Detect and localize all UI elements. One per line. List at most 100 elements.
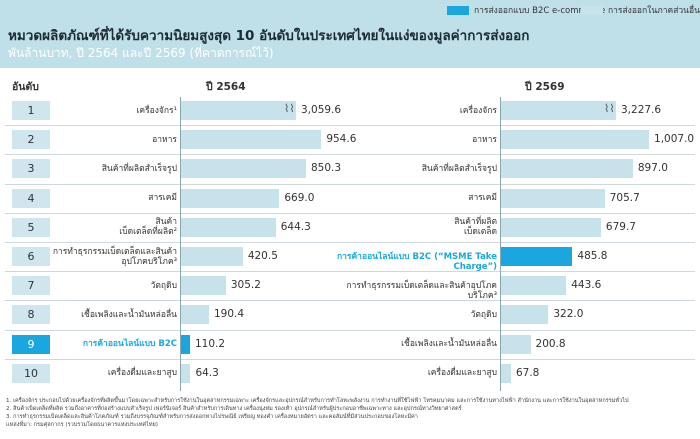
rank-badge: 6 [12,247,50,266]
bar-value-label: 443.6 [571,279,602,292]
bar-other [181,188,280,208]
bar-other [501,217,601,237]
legend-label-b2c: การส่งออกแบบ B2C e-commerce [474,6,606,16]
bar-other [181,247,243,266]
category-label: อาหาร [327,135,497,145]
row-divider [5,183,695,185]
bar-other [181,130,322,150]
category-label-line: สินค้าที่ผลิต [454,217,497,228]
category-label-line: เชื้อเพลิงและน้ำมันหล่อลื่น [401,339,497,350]
rank-badge: 2 [12,130,50,150]
year-2564-header: ปี 2564 [206,81,246,93]
bar-axis-line [180,97,181,391]
category-label: เครื่องดื่มและยาสูบ [327,368,497,378]
category-label-line: เบ็ดเตล็ด [464,227,497,238]
category-label-line: การทำธุรกรรมเบ็ดเตล็ดและสินค้าอุปโภคบริโ… [346,280,497,301]
rank-badge: 10 [12,363,50,383]
year-2569-header: ปี 2569 [525,81,565,93]
category-label: การค้าออนไลน์แบบ B2C (“MSME Take Charge”… [327,252,497,272]
bar-value-label: 1,007.0 [654,133,695,146]
chart-subtitle: พันล้านบาท, ปี 2564 และปี 2569 (ที่คาดกา… [8,46,274,60]
bar-value-label: 679.7 [605,220,636,233]
footnote-3: 3. การทำธุรกรรมเบ็ดเตล็ดและสินค้าโภคภัณฑ… [6,414,418,420]
category-label: การทำธุรกรรมเบ็ดเตล็ดและสินค้าอุปโภคบริโ… [327,281,497,301]
bar-other [501,305,549,325]
category-label: วัตถุดิบ [7,281,177,291]
chart-title: หมวดผลิตภัณฑ์ที่ได้รับความนิยมสูงสุด 10 … [8,28,530,44]
bar-other [181,101,296,120]
bar-value-label: 485.8 [577,250,608,262]
category-label-line: สารเคมี [468,193,497,204]
category-label: เครื่องจักร [327,106,497,116]
rank-badge: 3 [12,159,50,179]
bar-axis-line [500,97,501,391]
bar-other [181,159,306,179]
category-label-line: วัตถุดิบ [150,280,177,291]
category-label: เครื่องดื่มและยาสูบ [7,368,177,378]
category-label-line: เบ็ดเตล็ดที่ผลิต² [119,227,177,238]
rank-badge: 4 [12,188,50,208]
bar-value-label: 3,059.6 [301,104,342,116]
bar-other [181,363,191,383]
bar-b2c [501,247,573,266]
bar-value-label: 200.8 [535,337,566,350]
bar-value-label: 897.0 [637,162,668,175]
bar-other [181,217,276,237]
bar-other [181,305,209,325]
footnote-2: 2. สินค้าเบ็ดเตล็ดที่ผลิต รวมถึงอาคารที่… [6,406,462,412]
category-label: อาหาร [7,135,177,145]
bar-other [181,276,226,296]
legend-item-other: การส่งออกในภาคส่วนอื่น [581,3,700,17]
bar-value-label: 705.7 [609,191,640,204]
legend-item-b2c: การส่งออกแบบ B2C e-commerce [447,3,605,17]
category-label-line: เครื่องจักร [459,105,497,116]
category-label-line: อาหาร [152,134,177,145]
category-label: สินค้า เบ็ดเตล็ดที่ผลิต² [7,217,177,237]
bar-value-label: 67.8 [515,366,540,379]
row-divider [5,212,695,214]
bar-value-label: 850.3 [310,162,342,175]
category-label: สารเคมี [327,193,497,203]
category-label-line: เครื่องดื่มและยาสูบ [107,368,177,379]
rank-badge: 9 [12,334,50,354]
bar-value-label: 322.0 [553,308,584,321]
bar-value-label: 64.3 [195,366,219,379]
row-divider [5,154,695,156]
footnotes: 1. เครื่องจักร ประกอบไปด้วยเครื่องจักรที… [6,397,696,429]
bar-other [501,334,531,354]
category-label-line: การค้าออนไลน์แบบ B2C (“MSME Take Charge”… [337,251,497,272]
rank-badge: 5 [12,217,50,237]
category-label-line: วัตถุดิบ [470,309,497,320]
bar-value-label: 420.5 [247,250,278,262]
bar-value-label: 190.4 [213,308,245,321]
bar-other [501,363,511,383]
bar-other [501,188,605,208]
bar-value-label: 305.2 [230,279,261,292]
legend-label-other: การส่งออกในภาคส่วนอื่น [608,6,700,16]
category-label: วัตถุดิบ [327,310,497,320]
category-label: สินค้าที่ผลิตสำเร็จรูป [7,164,177,174]
category-label-line: อาหาร [472,134,497,145]
bar-value-label: 3,227.6 [621,104,662,116]
category-label-line: การค้าออนไลน์แบบ B2C [82,339,177,350]
category-label-line: การทำธุรกรรมเบ็ดเตล็ดและสินค้า [52,246,177,257]
bar-other [501,130,650,150]
category-label: สินค้าที่ผลิต เบ็ดเตล็ด [327,217,497,237]
category-label-line: เครื่องจักร¹ [136,105,177,116]
rank-badge: 1 [12,101,50,120]
category-label-line: สินค้าที่ผลิตสำเร็จรูป [421,163,497,174]
bar-other [501,101,616,120]
category-label: เชื้อเพลิงและน้ำมันหล่อลื่น [327,339,497,349]
category-label-line: อุปโภคบริโภค³ [121,256,177,267]
footnote-source: แหล่งที่มา: กรมศุลกากร (รวบรวมโดยธนาคารแ… [6,422,158,428]
bar-value-label: 644.3 [280,220,311,233]
bar-value-label: 110.2 [195,337,226,350]
category-label: เชื้อเพลิงและน้ำมันหล่อลื่น [7,310,177,320]
footnote-1: 1. เครื่องจักร ประกอบไปด้วยเครื่องจักรที… [6,398,629,404]
row-divider [5,242,695,243]
category-label: เครื่องจักร¹ [7,106,177,116]
category-label-line: สินค้า [155,217,177,228]
rank-badge: 8 [12,305,50,325]
category-label-line: สารเคมี [148,193,177,204]
category-label-line: เครื่องดื่มและยาสูบ [427,368,497,379]
